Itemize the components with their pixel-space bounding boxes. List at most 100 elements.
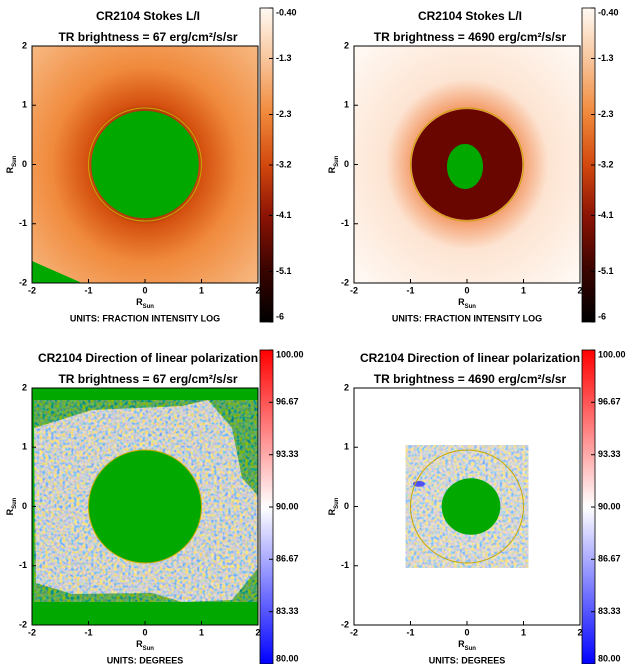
colorbar-tick-label: 96.67 [276, 397, 299, 407]
units-label: UNITS: DEGREES [429, 655, 506, 664]
colorbar-tick-label: -3.2 [598, 159, 614, 169]
y-axis-label: RSun [5, 497, 17, 515]
x-axis-label-main: R [136, 639, 143, 649]
colorbar-tick-label: -4.1 [276, 210, 292, 220]
x-tick-label: 0 [142, 627, 147, 637]
y-tick-label: -2 [341, 277, 349, 287]
colorbar-tick-label: -0.40 [598, 7, 619, 17]
colorbar-tick-label: 96.67 [598, 397, 621, 407]
solar-limb [88, 107, 202, 222]
x-tick-label: 1 [521, 285, 526, 295]
colorbar-tick-label: 83.33 [598, 606, 621, 616]
y-axis-label-sub: Sun [334, 155, 340, 167]
y-tick-label: 0 [344, 159, 349, 169]
panel: -2 -1 0 1 2 -2 -1 0 1 2 CR2104 Stokes L/I TR bright… [327, 7, 618, 323]
x-tick-label: 1 [199, 627, 204, 637]
colorbar-tick-label: 80.00 [276, 653, 299, 663]
x-tick-label: 0 [464, 627, 469, 637]
y-axis-label-main: R [5, 508, 15, 515]
chart-subtitle: TR brightness = 4690 erg/cm²/s/sr [374, 372, 567, 386]
x-axis-label: RSun [136, 297, 154, 309]
solar-limb [88, 449, 202, 564]
colorbar-tick-label: -3.2 [276, 159, 292, 169]
x-tick-label: -2 [28, 627, 36, 637]
colorbar-tick-label: 83.33 [276, 606, 299, 616]
x-axis-label-main: R [458, 639, 465, 649]
x-tick-label: -1 [406, 285, 414, 295]
chart-subtitle: TR brightness = 67 erg/cm²/s/sr [58, 30, 237, 44]
x-axis-label-main: R [458, 297, 465, 307]
heatmap-image [354, 46, 580, 283]
colorbar-tick-label: -6 [598, 311, 606, 321]
y-tick-label: 1 [344, 100, 349, 110]
x-tick-label: 1 [199, 285, 204, 295]
colorbar-tick-label: -0.40 [276, 7, 297, 17]
colorbar-tick-label: 86.67 [598, 554, 621, 564]
solar-limb [410, 107, 524, 222]
y-tick-label: -2 [341, 619, 349, 629]
y-tick-label: 1 [22, 100, 27, 110]
masked-disk [441, 478, 501, 535]
colorbar-tick-label: 80.00 [598, 653, 621, 663]
units-label: UNITS: FRACTION INTENSITY LOG [392, 313, 542, 323]
colorbar-tick-label: 100.00 [276, 349, 304, 359]
colorbar-tick-label: -5.1 [276, 266, 292, 276]
chart-title: CR2104 Stokes L/I [96, 9, 200, 23]
x-tick-label: 2 [255, 285, 260, 295]
colorbar-tick-label: 93.33 [598, 449, 621, 459]
panel: -2 -1 0 1 2 -2 -1 0 1 2 CR2104 Direction of linear… [327, 349, 626, 664]
y-axis-label-main: R [5, 166, 15, 173]
x-axis-label-sub: Sun [143, 646, 155, 652]
x-axis-label: RSun [458, 297, 476, 309]
chart-subtitle: TR brightness = 67 erg/cm²/s/sr [58, 372, 237, 386]
y-tick-label: 1 [344, 442, 349, 452]
panel: -2 -1 0 1 2 -2 -1 0 1 2 CR2104 Stokes L/I TR bright… [5, 7, 296, 323]
y-tick-label: 0 [22, 159, 27, 169]
colorbar-tick-label: 90.00 [276, 501, 299, 511]
units-label: UNITS: DEGREES [107, 655, 184, 664]
chart-title: CR2104 Stokes L/I [418, 9, 522, 23]
y-tick-label: 2 [22, 382, 27, 392]
y-axis-label: RSun [327, 497, 339, 515]
colorbar-tick-label: -2.3 [276, 109, 292, 119]
x-axis-label: RSun [136, 639, 154, 651]
y-tick-label: 0 [344, 501, 349, 511]
panel: -2 -1 0 1 2 -2 -1 0 1 2 CR2104 Direction of linear… [5, 349, 304, 664]
x-tick-label: -2 [350, 627, 358, 637]
heatmap-image [32, 46, 258, 283]
y-axis-label-sub: Sun [12, 497, 18, 509]
x-axis-label: RSun [458, 639, 476, 651]
y-tick-label: 2 [344, 40, 349, 50]
x-tick-label: -1 [84, 627, 92, 637]
colorbar-tick-label: 90.00 [598, 501, 621, 511]
colorbar-tick-label: -6 [276, 311, 284, 321]
y-tick-label: 2 [344, 382, 349, 392]
y-tick-label: -2 [19, 619, 27, 629]
masked-disk [446, 143, 484, 190]
x-tick-label: 0 [464, 285, 469, 295]
colorbar-tick-label: -1.3 [598, 53, 614, 63]
heatmap-image [32, 388, 258, 625]
x-tick-label: -1 [84, 285, 92, 295]
solar-limb [410, 449, 524, 564]
colorbar-tick-label: -1.3 [276, 53, 292, 63]
x-tick-label: 2 [577, 627, 582, 637]
colorbar-tick-label: 93.33 [276, 449, 299, 459]
masked-region [32, 261, 82, 283]
masked-disk [88, 450, 202, 563]
colorbar-tick-label: 86.67 [276, 554, 299, 564]
chart-title: CR2104 Direction of linear polarization [360, 351, 580, 365]
x-tick-label: -2 [350, 285, 358, 295]
y-axis-label-main: R [327, 508, 337, 515]
colorbar-tick-label: -5.1 [598, 266, 614, 276]
y-axis-label-sub: Sun [334, 497, 340, 509]
chart-title: CR2104 Direction of linear polarization [38, 351, 258, 365]
x-axis-label-sub: Sun [465, 304, 477, 310]
x-tick-label: -2 [28, 285, 36, 295]
y-axis-label: RSun [327, 155, 339, 173]
y-tick-label: -1 [19, 560, 27, 570]
y-axis-label-main: R [327, 166, 337, 173]
units-label: UNITS: FRACTION INTENSITY LOG [70, 313, 220, 323]
x-tick-label: 2 [255, 627, 260, 637]
heatmap-image [354, 388, 580, 625]
